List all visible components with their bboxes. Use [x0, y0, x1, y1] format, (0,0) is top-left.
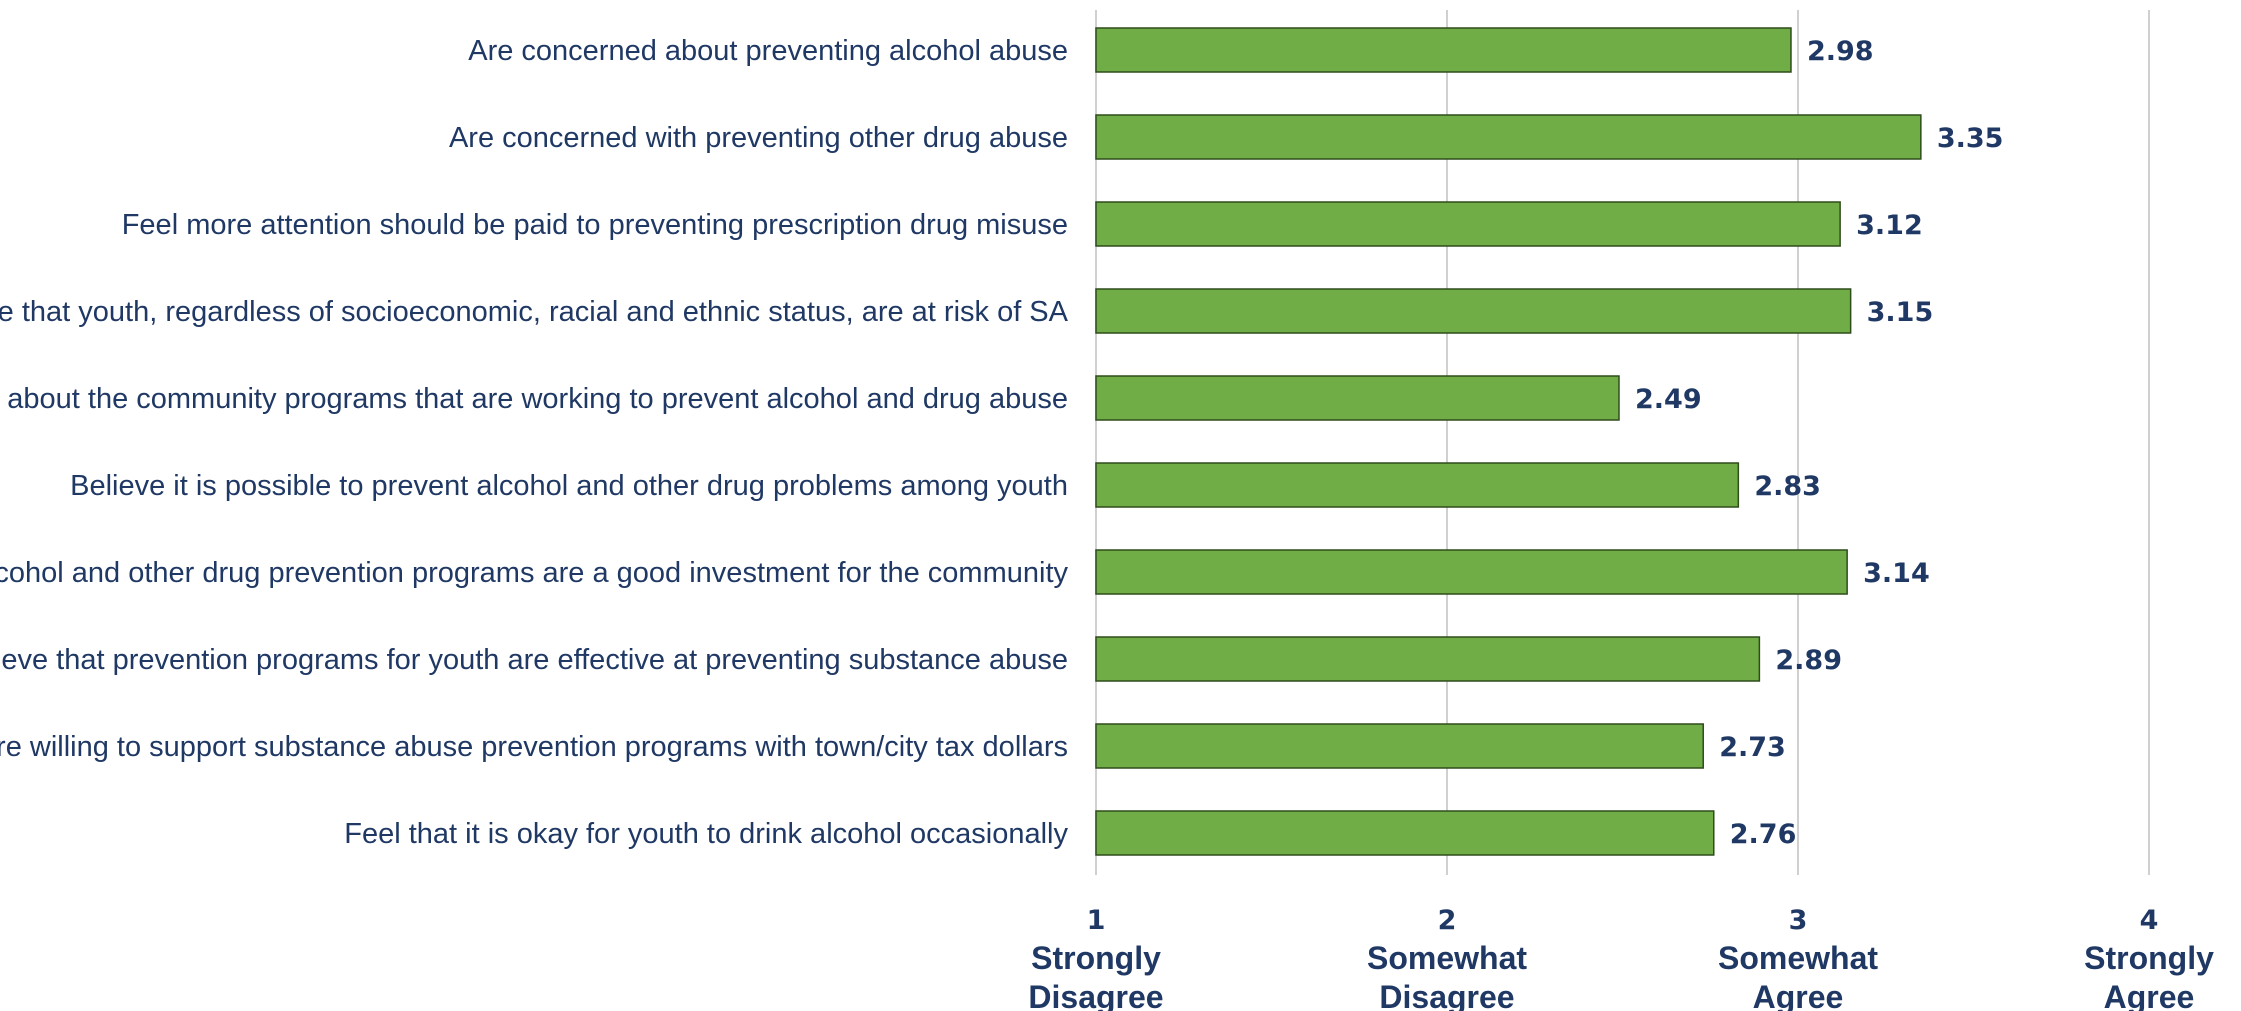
bar	[1095, 114, 1922, 160]
category-label: Feel that it is okay for youth to drink …	[344, 818, 1068, 850]
x-tick-number: 1	[1087, 905, 1106, 936]
bar	[1095, 723, 1704, 769]
x-tick-label: Strongly	[1031, 940, 1161, 976]
category-label: Are willing to support substance abuse p…	[0, 731, 1068, 763]
bar	[1095, 375, 1620, 421]
x-tick-label: Disagree	[1379, 979, 1514, 1011]
data-label: 2.76	[1730, 819, 1797, 850]
x-tick-label: Somewhat	[1367, 940, 1527, 976]
bar	[1095, 549, 1848, 595]
category-label: Are concerned about preventing alcohol a…	[468, 35, 1068, 67]
bar	[1095, 636, 1761, 682]
x-tick-label: Agree	[2104, 979, 2195, 1011]
data-label: 2.49	[1635, 384, 1702, 415]
data-label: 2.98	[1807, 36, 1874, 67]
x-tick-label: Disagree	[1028, 979, 1163, 1011]
data-label: 3.35	[1937, 123, 2004, 154]
category-label: Believe that prevention programs for you…	[0, 644, 1068, 676]
data-label: 3.12	[1856, 210, 1923, 241]
data-label: 3.15	[1867, 297, 1934, 328]
data-label: 2.73	[1719, 732, 1786, 763]
category-label: Feel more attention should be paid to pr…	[122, 209, 1068, 241]
bar	[1095, 201, 1841, 247]
bar	[1095, 27, 1792, 73]
x-tick-number: 3	[1789, 905, 1808, 936]
x-tick-number: 2	[1438, 905, 1457, 936]
x-tick-number: 4	[2140, 905, 2159, 936]
category-label: Believe it is possible to prevent alcoho…	[70, 470, 1068, 502]
data-label: 2.89	[1775, 645, 1842, 676]
bar	[1095, 462, 1740, 508]
data-label: 2.83	[1754, 471, 1821, 502]
category-label: Feel alcohol and other drug prevention p…	[0, 557, 1068, 589]
x-tick-label: Agree	[1753, 979, 1844, 1011]
data-label: 3.14	[1863, 558, 1930, 589]
category-label: Know about the community programs that a…	[0, 383, 1068, 415]
bar	[1095, 810, 1715, 856]
x-tick-label: Strongly	[2084, 940, 2214, 976]
bar	[1095, 288, 1852, 334]
category-label: Are concerned with preventing other drug…	[449, 122, 1068, 154]
category-label: Believe that youth, regardless of socioe…	[0, 296, 1069, 328]
x-tick-label: Somewhat	[1718, 940, 1878, 976]
